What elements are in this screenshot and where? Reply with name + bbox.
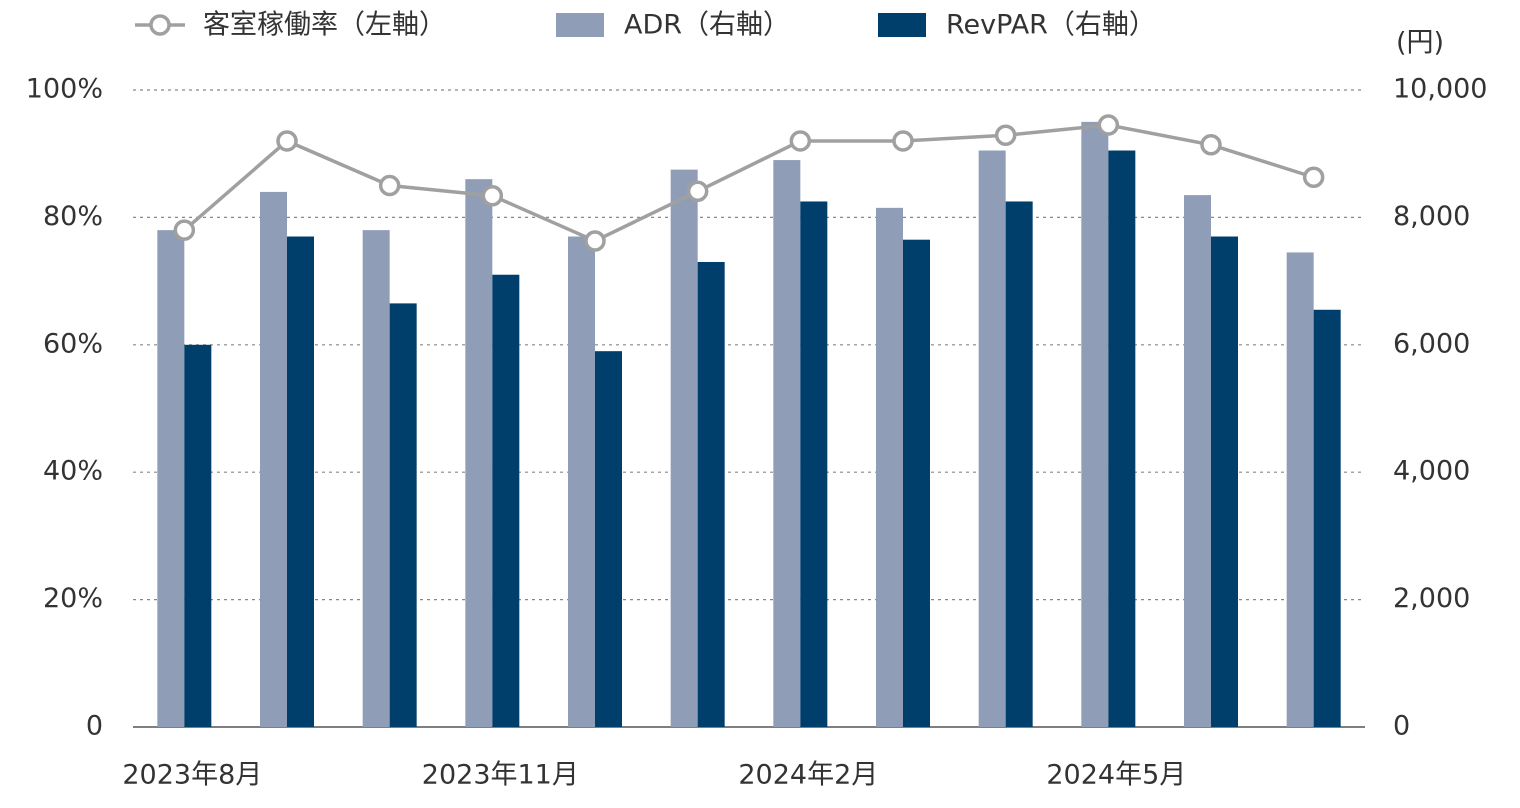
x-tick-label: 2023年8月: [122, 760, 262, 791]
bar: [1313, 309, 1341, 727]
line-marker: [1302, 166, 1325, 189]
legend-swatch: [556, 13, 604, 37]
bar: [670, 169, 698, 727]
bar: [260, 191, 287, 728]
bar: [1108, 150, 1136, 727]
bar: [697, 261, 725, 727]
line-marker: [1097, 114, 1120, 136]
y-tick-label: 60%: [43, 328, 103, 359]
legend-swatch: [878, 13, 926, 37]
bar: [1184, 195, 1211, 728]
bar: [492, 274, 520, 727]
x-tick-label: 2024年5月: [1046, 760, 1186, 791]
line-marker: [789, 130, 812, 152]
bar: [184, 344, 212, 727]
bar: [287, 236, 314, 727]
bar: [876, 207, 903, 728]
y-tick-label: 20%: [43, 583, 103, 614]
y2-axis-label: (円): [1396, 28, 1444, 59]
legend-marker: [149, 14, 171, 36]
line-marker: [1200, 134, 1222, 156]
legend-label: ADR（右軸）: [624, 10, 790, 41]
legend-label: 客室稼働率（左軸）: [203, 10, 446, 41]
bar: [1211, 236, 1238, 727]
y2-tick-label: 10,000: [1393, 74, 1487, 105]
line-marker: [584, 230, 606, 252]
line-marker: [481, 184, 504, 207]
legend-label: RevPAR（右軸）: [946, 10, 1156, 41]
bar: [362, 230, 390, 727]
bar: [773, 160, 801, 727]
line-marker: [892, 130, 914, 152]
y2-tick-label: 6,000: [1393, 328, 1470, 359]
y2-tick-label: 8,000: [1393, 201, 1470, 232]
line-marker: [994, 124, 1017, 146]
bar: [903, 239, 930, 727]
y2-tick-label: 2,000: [1393, 583, 1470, 614]
y2-tick-label: 4,000: [1393, 456, 1470, 487]
y-tick-label: 0: [86, 711, 103, 742]
bar: [1286, 252, 1314, 727]
y2-tick-label: 0: [1393, 711, 1410, 742]
bar: [568, 236, 595, 727]
y-tick-label: 100%: [26, 74, 103, 105]
bar: [1081, 121, 1109, 728]
bar: [800, 201, 828, 728]
line-marker: [378, 174, 401, 197]
bar: [595, 351, 622, 727]
line-marker: [276, 130, 298, 152]
bar: [157, 230, 185, 727]
bar: [1005, 201, 1033, 728]
y-tick-label: 80%: [43, 201, 103, 232]
line: [183, 123, 1315, 243]
y-tick-label: 40%: [43, 456, 103, 487]
bar: [978, 150, 1006, 727]
x-tick-label: 2023年11月: [422, 760, 579, 791]
line-marker: [173, 219, 196, 241]
x-tick-label: 2024年2月: [738, 760, 878, 791]
bar: [465, 179, 493, 727]
bar: [389, 303, 417, 727]
line-marker: [686, 180, 709, 203]
